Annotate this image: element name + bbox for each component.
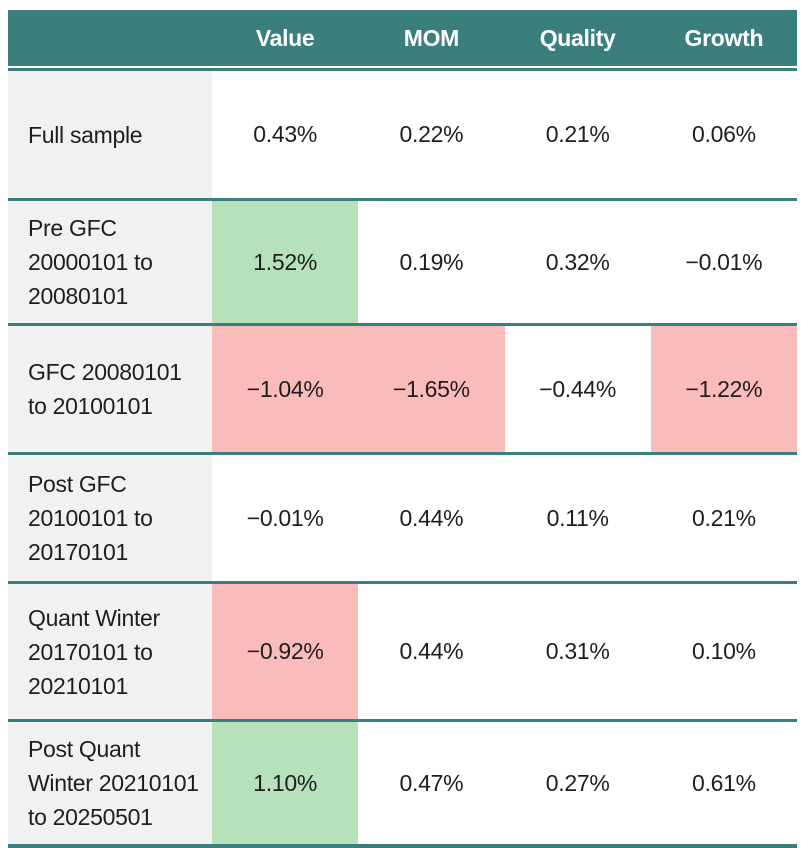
row-label: Quant Winter 20170101 to 20210101: [8, 584, 212, 719]
row-label: Pre GFC 20000101 to 20080101: [8, 201, 212, 323]
value-cell: 0.32%: [504, 201, 651, 323]
value-cell: −1.65%: [358, 326, 505, 452]
row-label: Full sample: [8, 71, 212, 198]
table-row: Pre GFC 20000101 to 20080101 1.52% 0.19%…: [8, 198, 797, 323]
value-cell: 0.44%: [358, 584, 505, 719]
value-cell: 0.21%: [650, 455, 797, 581]
header-cell-mom: MOM: [403, 24, 460, 51]
value-cell: 0.44%: [358, 455, 505, 581]
header-cell-value: Value: [255, 24, 315, 51]
value-cell: 0.27%: [504, 722, 651, 844]
table-row: Post GFC 20100101 to 20170101 −0.01% 0.4…: [8, 452, 797, 581]
value-cell: 0.31%: [504, 584, 651, 719]
table-row: Full sample 0.43% 0.22% 0.21% 0.06%: [8, 68, 797, 198]
header-cell-period: [8, 10, 212, 66]
value-cell: 0.21%: [504, 71, 651, 198]
value-cell: 0.11%: [504, 455, 651, 581]
header-cell-quality: Quality: [539, 24, 616, 51]
row-label: GFC 20080101 to 20100101: [8, 326, 212, 452]
value-cell: 0.22%: [358, 71, 505, 198]
value-cell: 0.47%: [358, 722, 505, 844]
row-label: Post GFC 20100101 to 20170101: [8, 455, 212, 581]
table-row: Post Quant Winter 20210101 to 20250501 1…: [8, 719, 797, 844]
value-cell: 0.19%: [358, 201, 505, 323]
value-cell: 1.52%: [212, 201, 359, 323]
value-cell: −1.04%: [212, 326, 359, 452]
value-cell: −1.22%: [650, 326, 797, 452]
table-row: Quant Winter 20170101 to 20210101 −0.92%…: [8, 581, 797, 719]
value-cell: −0.92%: [212, 584, 359, 719]
header-cell-growth: Growth: [684, 24, 764, 51]
value-cell: 0.61%: [650, 722, 797, 844]
value-cell: 0.06%: [650, 71, 797, 198]
value-cell: 0.43%: [212, 71, 359, 198]
value-cell: −0.01%: [212, 455, 359, 581]
value-cell: −0.01%: [650, 201, 797, 323]
value-cell: 0.10%: [650, 584, 797, 719]
table-row: GFC 20080101 to 20100101 −1.04% −1.65% −…: [8, 323, 797, 452]
factor-performance-table: Value MOM Quality Growth Full sample 0.4…: [8, 10, 797, 848]
value-cell: 1.10%: [212, 722, 359, 844]
table-header-row: Value MOM Quality Growth: [8, 10, 797, 66]
value-cell: −0.44%: [504, 326, 651, 452]
row-label: Post Quant Winter 20210101 to 20250501: [8, 722, 212, 844]
